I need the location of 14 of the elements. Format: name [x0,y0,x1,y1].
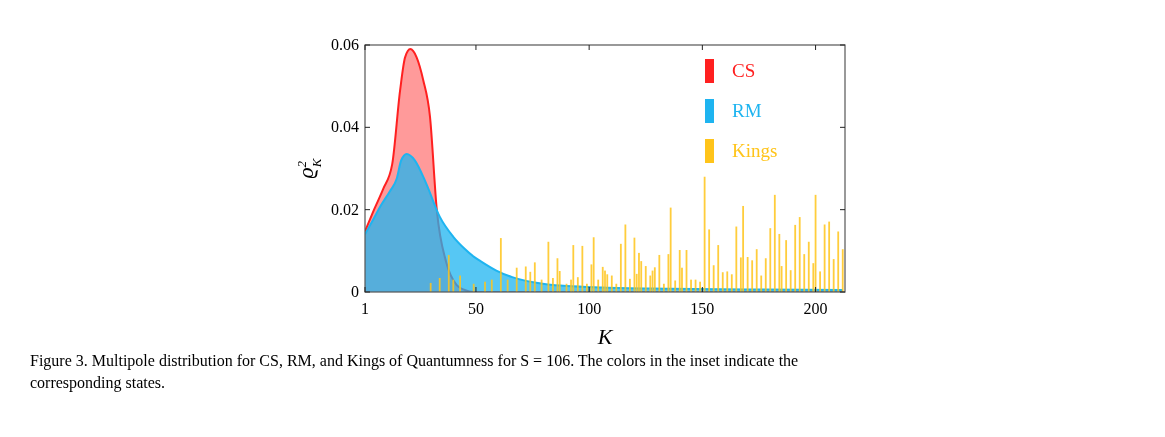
y-tick-label: 0 [351,283,359,300]
x-tick-label: 200 [803,300,828,317]
caption: Figure 3. Multipole distribution for CS, RM, and Kings of Quantumness for S = 106. The colors in the inset indicate the corresponding states. [30,352,799,392]
x-axis-title: K [596,324,614,349]
y-tick-label: 0.04 [331,118,359,136]
x-tick-label: 1 [361,300,369,317]
legend-label: RM [732,100,762,121]
legend-label: CS [732,60,756,81]
x-tick-label: 100 [577,300,602,317]
y-tick-label: 0.02 [331,200,359,218]
y-tick-label: 0.06 [331,36,359,53]
x-tick-label: 50 [467,300,484,317]
x-tick-label: 150 [690,300,715,317]
legend-label: Kings [732,140,778,161]
